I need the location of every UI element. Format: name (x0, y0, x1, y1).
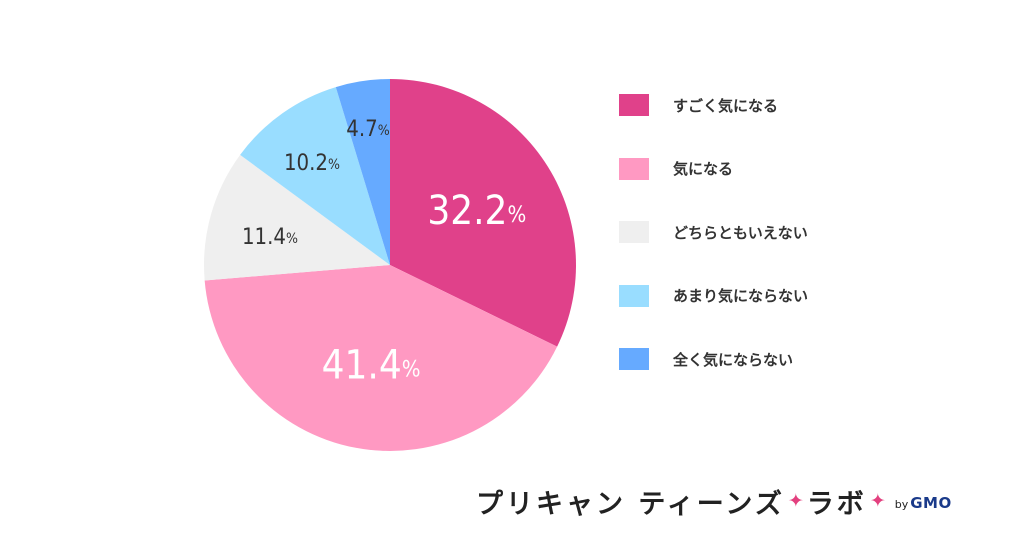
slice-value-label: 41.4% (322, 343, 421, 389)
slice-value-label: 4.7% (346, 117, 389, 142)
pie-slice (390, 79, 576, 347)
legend-swatch (619, 94, 649, 116)
legend-label: どちらともいえない (673, 223, 808, 242)
slice-value-label: 11.4% (242, 225, 298, 250)
legend-item: あまり気にならない (619, 283, 808, 309)
legend-label: 全く気にならない (673, 350, 794, 369)
legend-label: あまり気にならない (673, 287, 809, 305)
legend-swatch (619, 284, 649, 307)
pie-slice (204, 154, 390, 281)
slice-value-label: 10.2% (284, 151, 340, 176)
legend-item: どちらともいえない (619, 219, 808, 245)
pie-slice (335, 79, 390, 265)
brand-logo: プリキャン ティーンズ ✦ ラボ ✦ by GMO (476, 484, 952, 520)
sparkle-icon: ✦ (787, 490, 804, 512)
legend-item: 全く気にならない (619, 346, 808, 372)
gmo-logo: GMO (910, 494, 952, 512)
legend-swatch (619, 157, 649, 180)
slice-value-label: 32.2% (427, 188, 526, 234)
pie-slice (204, 265, 558, 451)
brand-name-lab: ラボ (806, 488, 867, 520)
legend-item: すごく気になる (619, 92, 808, 118)
legend-label: すごく気になる (673, 96, 779, 115)
legend: すごく気になる 気になるどちらともいえない あまり気にならない 全く気にならない (619, 92, 808, 410)
legend-item: 気になる (619, 156, 808, 182)
sparkle-icon: ✦ (869, 490, 886, 512)
legend-swatch (619, 348, 649, 370)
legend-swatch (619, 221, 649, 243)
brand-by-text: by (894, 497, 909, 511)
pie-slice (240, 87, 390, 265)
brand-name: プリキャン ティーンズ (476, 488, 785, 520)
legend-label: 気になる (673, 160, 734, 178)
